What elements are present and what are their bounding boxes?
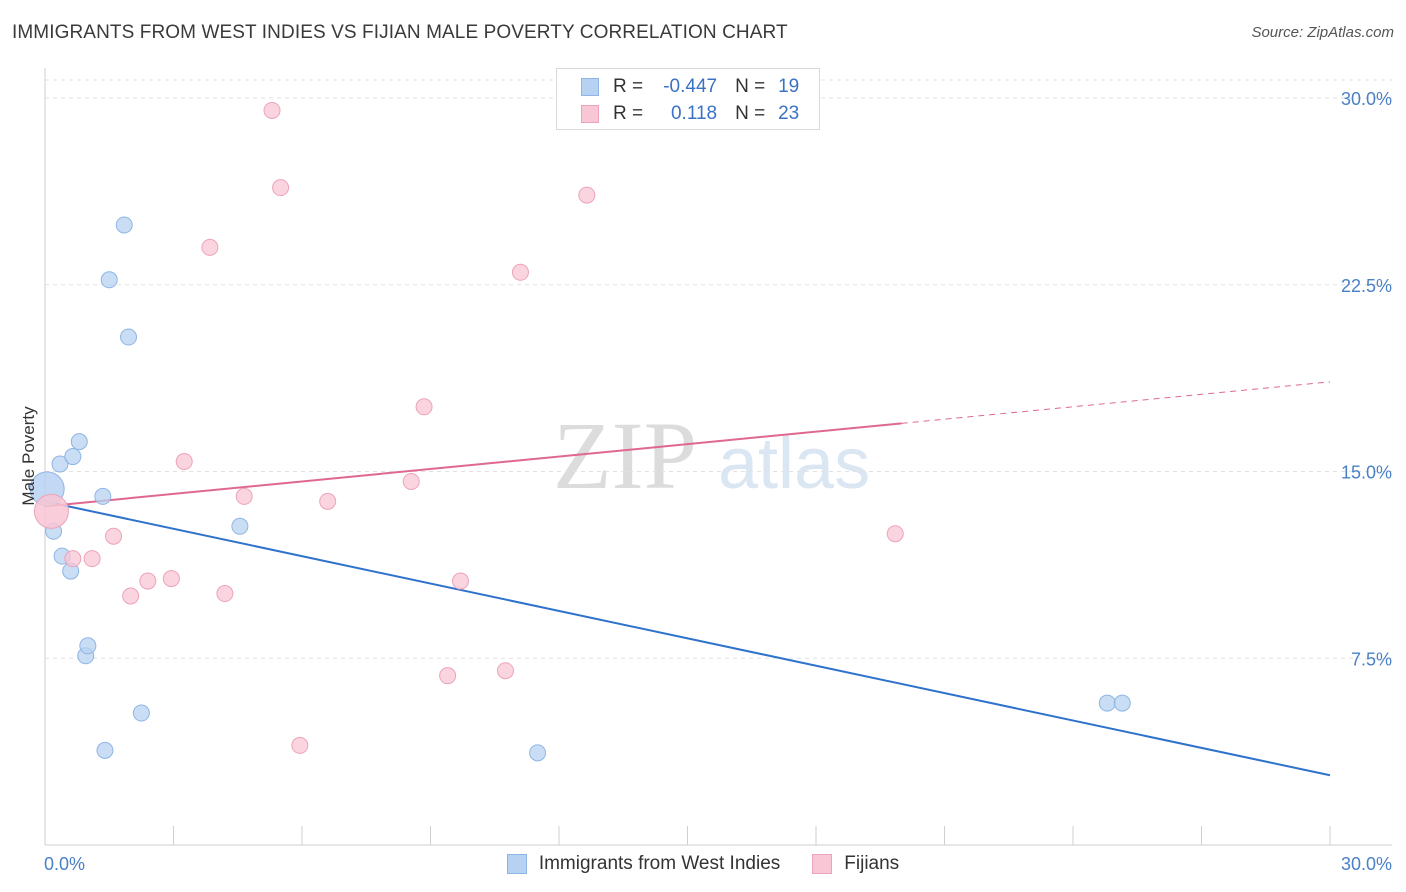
legend-swatch-blue bbox=[581, 78, 599, 96]
legend-row-fijians: R = 0.118 N = 23 bbox=[581, 102, 799, 126]
point-fijians bbox=[496, 662, 514, 680]
legend-r-label: R = bbox=[613, 76, 644, 97]
legend-item-fijians[interactable]: Fijians bbox=[812, 853, 899, 875]
point-fijians bbox=[162, 570, 180, 588]
point-fijians bbox=[511, 263, 529, 281]
point-west-indies bbox=[132, 704, 150, 722]
trendline-fijians bbox=[44, 422, 902, 508]
x-tick-label: 30.0% bbox=[1341, 854, 1392, 874]
legend-n-label: N = bbox=[735, 103, 766, 124]
point-fijians bbox=[272, 179, 290, 197]
watermark: ZIP atlas bbox=[553, 402, 870, 509]
legend-row-west-indies: R = -0.447 N = 19 bbox=[581, 75, 799, 99]
point-west-indies bbox=[64, 448, 82, 466]
legend-label: Immigrants from West Indies bbox=[538, 853, 781, 874]
legend-n-value: 19 bbox=[778, 76, 800, 97]
point-fijians bbox=[319, 492, 337, 510]
legend-r-value: -0.447 bbox=[663, 76, 718, 97]
point-west-indies bbox=[94, 487, 112, 505]
legend-label: Fijians bbox=[844, 853, 900, 874]
y-tick-label: 15.0% bbox=[1341, 463, 1392, 483]
point-fijians bbox=[578, 186, 596, 204]
point-west-indies bbox=[120, 328, 138, 346]
grid-layer bbox=[45, 79, 1392, 659]
point-fijians bbox=[105, 527, 123, 545]
point-west-indies bbox=[96, 741, 114, 759]
x-tick-label: 0.0% bbox=[44, 854, 85, 874]
y-tick-label: 30.0% bbox=[1341, 89, 1392, 109]
point-west-indies bbox=[51, 455, 69, 473]
series-legend: Immigrants from West Indies Fijians bbox=[0, 852, 1406, 876]
points-layer bbox=[29, 101, 1131, 762]
point-fijians bbox=[83, 550, 101, 568]
legend-r-label: R = bbox=[613, 103, 644, 124]
point-west-indies bbox=[1098, 694, 1116, 712]
trendline-west-indies bbox=[44, 500, 1331, 777]
trend-layer bbox=[44, 381, 1331, 777]
point-fijians bbox=[33, 493, 69, 529]
watermark-atlas: atlas bbox=[718, 424, 870, 504]
point-west-indies bbox=[231, 517, 249, 535]
point-west-indies bbox=[79, 637, 97, 655]
point-fijians bbox=[402, 472, 420, 490]
y-axis-title: Male Poverty bbox=[19, 406, 38, 506]
point-west-indies bbox=[70, 433, 88, 451]
point-fijians bbox=[439, 667, 457, 685]
legend-n-value: 23 bbox=[778, 103, 800, 124]
point-west-indies bbox=[100, 271, 118, 289]
point-fijians bbox=[64, 550, 82, 568]
legend-n-label: N = bbox=[735, 76, 766, 97]
legend-swatch-blue bbox=[506, 854, 527, 874]
point-west-indies bbox=[115, 216, 133, 234]
point-fijians bbox=[216, 585, 234, 603]
point-west-indies bbox=[1113, 694, 1131, 712]
point-west-indies bbox=[529, 744, 547, 762]
point-fijians bbox=[201, 238, 219, 256]
point-fijians bbox=[263, 101, 281, 119]
correlation-legend: R = -0.447 N = 19 R = 0.118 N = 23 bbox=[556, 68, 820, 130]
y-tick-label: 7.5% bbox=[1351, 649, 1392, 669]
point-fijians bbox=[415, 398, 433, 416]
point-fijians bbox=[175, 453, 193, 471]
point-fijians bbox=[291, 736, 309, 754]
point-fijians bbox=[122, 587, 140, 605]
chart-title: IMMIGRANTS FROM WEST INDIES VS FIJIAN MA… bbox=[12, 22, 788, 43]
source-credit: Source: ZipAtlas.com bbox=[1251, 24, 1394, 41]
legend-item-west-indies[interactable]: Immigrants from West Indies bbox=[506, 853, 781, 875]
legend-swatch-pink bbox=[581, 105, 599, 123]
point-fijians bbox=[235, 487, 253, 505]
point-fijians bbox=[451, 572, 469, 590]
trendline-fijians-extension bbox=[901, 381, 1331, 424]
point-fijians bbox=[139, 572, 157, 590]
axes-layer: 7.5% 15.0% 22.5% 30.0% 0.0% 30.0% bbox=[44, 68, 1392, 874]
point-fijians bbox=[886, 525, 904, 543]
legend-swatch-pink bbox=[812, 854, 833, 874]
y-tick-label: 22.5% bbox=[1341, 276, 1392, 296]
legend-r-value: 0.118 bbox=[670, 103, 718, 124]
